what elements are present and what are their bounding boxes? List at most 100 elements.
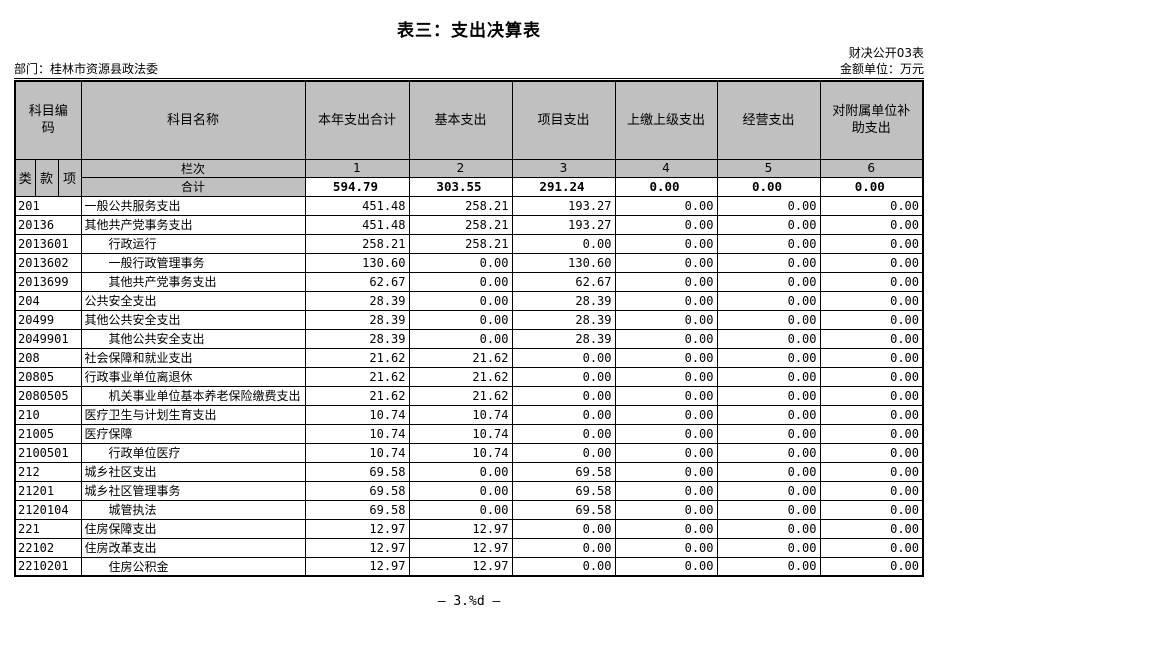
grand-total-row: 合计 594.79 303.55 291.24 0.00 0.00 0.00 [15, 176, 924, 197]
value-cell: 0.00 [408, 290, 513, 311]
value-cell: 0.00 [819, 461, 924, 482]
value-cell: 0.00 [819, 480, 924, 501]
table-row: 20136 其他共产党事务支出 451.48 258.21 193.27 0.00 0.00… [14, 214, 924, 235]
value-cell: 0.00 [819, 518, 924, 539]
value-cell: 69.58 [511, 480, 616, 501]
subject-name-cell: 其他共产党事务支出 [80, 271, 306, 292]
value-cell: 21.62 [408, 347, 513, 368]
column-header-upper: 上缴上级支出 [614, 80, 718, 160]
table-row: 21201 城乡社区管理事务 69.58 0.00 69.58 0.00 0.00 0.00 [14, 480, 924, 501]
value-cell: 0.00 [408, 328, 513, 349]
value-cell: 0.00 [716, 347, 821, 368]
value-cell: 0.00 [819, 366, 924, 387]
sub-header-section: 款 [34, 158, 59, 197]
subject-name-cell: 公共安全支出 [80, 290, 306, 311]
table-row: 2013602 一般行政管理事务 130.60 0.00 130.60 0.00 0.00 0… [14, 252, 924, 273]
value-cell: 0.00 [408, 309, 513, 330]
value-cell: 258.21 [408, 233, 513, 254]
value-cell: 69.58 [304, 461, 410, 482]
table-body: 201 一般公共服务支出 451.48 258.21 193.27 0.00 0.00 0.0… [14, 195, 924, 577]
value-cell: 0.00 [511, 556, 616, 577]
value-cell: 10.74 [408, 404, 513, 425]
meta-row: 部门：桂林市资源县政法委 金额单位：万元 [14, 61, 924, 79]
subject-code-cell: 2080505 [14, 385, 82, 406]
column-header-operating: 经营支出 [716, 80, 821, 160]
value-cell: 0.00 [511, 233, 616, 254]
table-row: 208 社会保障和就业支出 21.62 21.62 0.00 0.00 0.00 0.00 [14, 347, 924, 368]
table-row: 21005 医疗保障 10.74 10.74 0.00 0.00 0.00 0.00 [14, 423, 924, 444]
value-cell: 0.00 [614, 309, 718, 330]
value-cell: 10.74 [304, 404, 410, 425]
subject-code-cell: 22102 [14, 537, 82, 558]
value-cell: 0.00 [511, 347, 616, 368]
subject-name-cell: 医疗卫生与计划生育支出 [80, 404, 306, 425]
value-cell: 0.00 [614, 347, 718, 368]
value-cell: 0.00 [511, 442, 616, 463]
subject-code-cell: 20805 [14, 366, 82, 387]
table-row: 2210201 住房公积金 12.97 12.97 0.00 0.00 0.00 0.00 [14, 556, 924, 577]
header-subject-name: 科目名称 [80, 80, 306, 160]
grand-total-value: 0.00 [819, 176, 924, 197]
value-cell: 0.00 [716, 385, 821, 406]
subject-code-cell: 210 [14, 404, 82, 425]
subject-name-cell: 其他公共安全支出 [80, 309, 306, 330]
column-index: 1 [304, 158, 410, 178]
column-index: 6 [819, 158, 924, 178]
doc-code-label: 财决公开03表 [848, 46, 924, 60]
value-cell: 0.00 [819, 252, 924, 273]
value-cell: 0.00 [716, 518, 821, 539]
subject-name-cell: 机关事业单位基本养老保险缴费支出 [80, 385, 306, 406]
column-index: 4 [614, 158, 718, 178]
department-label: 部门：桂林市资源县政法委 [14, 62, 159, 76]
value-cell: 0.00 [819, 404, 924, 425]
subject-code-cell: 2013699 [14, 271, 82, 292]
subject-name-cell: 行政事业单位离退休 [80, 366, 306, 387]
subject-name-cell: 其他共产党事务支出 [80, 214, 306, 235]
value-cell: 0.00 [614, 461, 718, 482]
value-cell: 62.67 [304, 271, 410, 292]
subject-name-cell: 一般行政管理事务 [80, 252, 306, 273]
subject-code-cell: 2013602 [14, 252, 82, 273]
subject-name-cell: 行政单位医疗 [80, 442, 306, 463]
value-cell: 28.39 [511, 309, 616, 330]
subject-code-cell: 2210201 [14, 556, 82, 577]
value-cell: 21.62 [304, 347, 410, 368]
subject-name-cell: 住房公积金 [80, 556, 306, 577]
value-cell: 193.27 [511, 214, 616, 235]
value-cell: 21.62 [408, 385, 513, 406]
value-cell: 21.62 [408, 366, 513, 387]
value-cell: 12.97 [304, 556, 410, 577]
page-number: — 3.%d — [437, 594, 501, 609]
subject-code-cell: 21201 [14, 480, 82, 501]
value-cell: 10.74 [304, 442, 410, 463]
subject-name-cell: 一般公共服务支出 [80, 195, 306, 216]
subject-name-cell: 城乡社区管理事务 [80, 480, 306, 501]
value-cell: 0.00 [408, 271, 513, 292]
value-cell: 451.48 [304, 195, 410, 216]
value-cell: 0.00 [614, 518, 718, 539]
value-cell: 10.74 [408, 442, 513, 463]
table-row: 221 住房保障支出 12.97 12.97 0.00 0.00 0.00 0.00 [14, 518, 924, 539]
value-cell: 0.00 [614, 423, 718, 444]
subject-name-cell: 行政运行 [80, 233, 306, 254]
value-cell: 0.00 [819, 385, 924, 406]
value-cell: 0.00 [819, 195, 924, 216]
value-cell: 28.39 [511, 328, 616, 349]
value-cell: 28.39 [304, 328, 410, 349]
value-cell: 28.39 [304, 309, 410, 330]
sub-header-item: 项 [57, 158, 82, 197]
value-cell: 0.00 [614, 252, 718, 273]
value-cell: 0.00 [716, 214, 821, 235]
value-cell: 0.00 [614, 195, 718, 216]
value-cell: 0.00 [614, 480, 718, 501]
value-cell: 0.00 [614, 385, 718, 406]
page-title: 表三：支出决算表 [397, 21, 541, 41]
subject-code-cell: 212 [14, 461, 82, 482]
value-cell: 0.00 [819, 556, 924, 577]
value-cell: 130.60 [511, 252, 616, 273]
value-cell: 0.00 [614, 499, 718, 520]
value-cell: 21.62 [304, 366, 410, 387]
grand-total-value: 0.00 [614, 176, 718, 197]
value-cell: 258.21 [408, 195, 513, 216]
value-cell: 0.00 [716, 499, 821, 520]
